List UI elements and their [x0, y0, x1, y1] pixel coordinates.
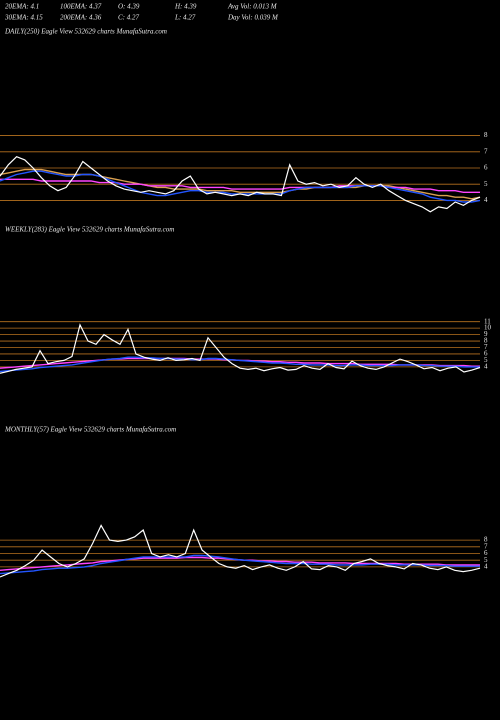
header-stat: 200EMA: 4.36: [60, 14, 102, 22]
header-stat: O: 4.39: [118, 3, 140, 11]
header-stat: L: 4.27: [174, 14, 196, 22]
price-line: [0, 356, 480, 373]
y-tick-label: 4: [484, 563, 488, 571]
panel-title: MONTHLY(57) Eagle View 532629 charts Mun…: [4, 426, 176, 434]
y-tick-label: 9: [484, 330, 488, 338]
header-stat: 30EMA: 4.15: [4, 14, 43, 22]
y-tick-label: 8: [484, 536, 488, 544]
header-stat: 100EMA: 4.37: [60, 3, 102, 11]
y-tick-label: 4: [484, 196, 488, 204]
y-tick-label: 5: [484, 556, 488, 564]
header-stat: 20EMA: 4.1: [5, 3, 39, 11]
price-line: [0, 554, 480, 575]
y-tick-label: 7: [484, 343, 488, 351]
price-line: [0, 156, 481, 213]
header-stat: Day Vol: 0.039 M: [227, 14, 279, 22]
panel-title: DAILY(250) Eagle View 532629 charts Muna…: [4, 28, 167, 36]
header-stat: C: 4.27: [118, 14, 140, 22]
y-tick-label: 5: [484, 180, 488, 188]
y-tick-label: 8: [484, 131, 488, 139]
y-tick-label: 10: [484, 324, 492, 332]
y-tick-label: 11: [484, 317, 491, 325]
y-tick-label: 6: [484, 549, 488, 557]
y-tick-label: 7: [484, 542, 488, 550]
y-tick-label: 6: [484, 164, 488, 172]
y-tick-label: 7: [484, 147, 488, 155]
header-stat: H: 4.39: [174, 3, 197, 11]
panel-title: WEEKLY(283) Eagle View 532629 charts Mun…: [5, 226, 174, 234]
price-line: [0, 170, 481, 203]
y-tick-label: 6: [484, 350, 488, 358]
y-tick-label: 8: [484, 337, 488, 345]
price-line: [0, 323, 481, 374]
price-line: [0, 178, 480, 193]
y-tick-label: 5: [484, 356, 488, 364]
y-tick-label: 4: [484, 362, 488, 370]
price-line: [0, 524, 481, 578]
header-stat: Avg Vol: 0.013 M: [227, 3, 278, 11]
